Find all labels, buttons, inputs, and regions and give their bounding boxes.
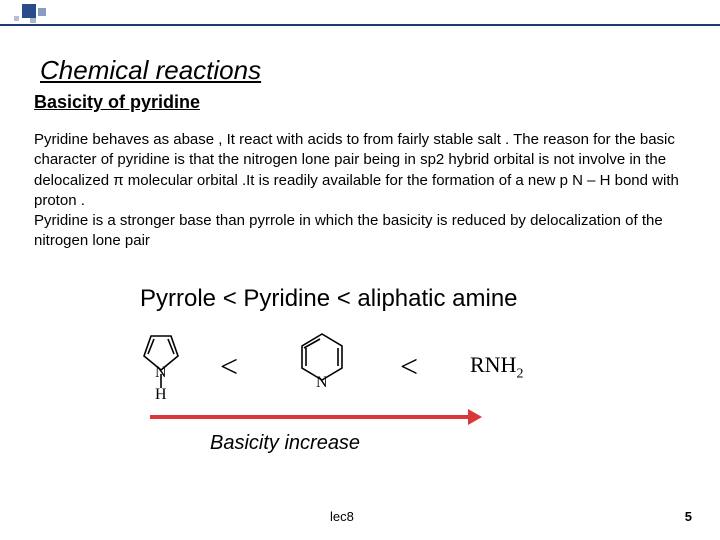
structures-diagram: N H < N < RNH2 [130, 330, 590, 440]
page-subtitle: Basicity of pyridine [34, 92, 200, 113]
pyrrole-n-label: N [155, 364, 167, 382]
amine-formula: RNH2 [470, 352, 523, 382]
arrow-head-icon [468, 409, 482, 425]
basicity-order: Pyrrole < Pyridine < aliphatic amine [140, 285, 518, 313]
deco-square [38, 8, 46, 16]
deco-square [14, 16, 19, 21]
page-title: Chemical reactions [40, 55, 261, 86]
pyrrole-h-label: H [155, 386, 167, 404]
basicity-arrow [150, 412, 480, 422]
deco-square [30, 17, 36, 23]
page-number: 5 [685, 509, 692, 524]
deco-square [22, 4, 36, 18]
less-than-2: < [400, 348, 418, 385]
footer-lecture-label: lec8 [330, 509, 354, 524]
amine-formula-sub: 2 [516, 366, 523, 381]
header-divider [0, 24, 720, 26]
basicity-increase-label: Basicity increase [210, 432, 360, 455]
arrow-line [150, 415, 470, 419]
body-paragraph: Pyridine behaves as abase , It react wit… [34, 130, 686, 252]
amine-formula-main: RNH [470, 352, 516, 377]
pyridine-n-label: N [316, 374, 328, 392]
less-than-1: < [220, 348, 238, 385]
